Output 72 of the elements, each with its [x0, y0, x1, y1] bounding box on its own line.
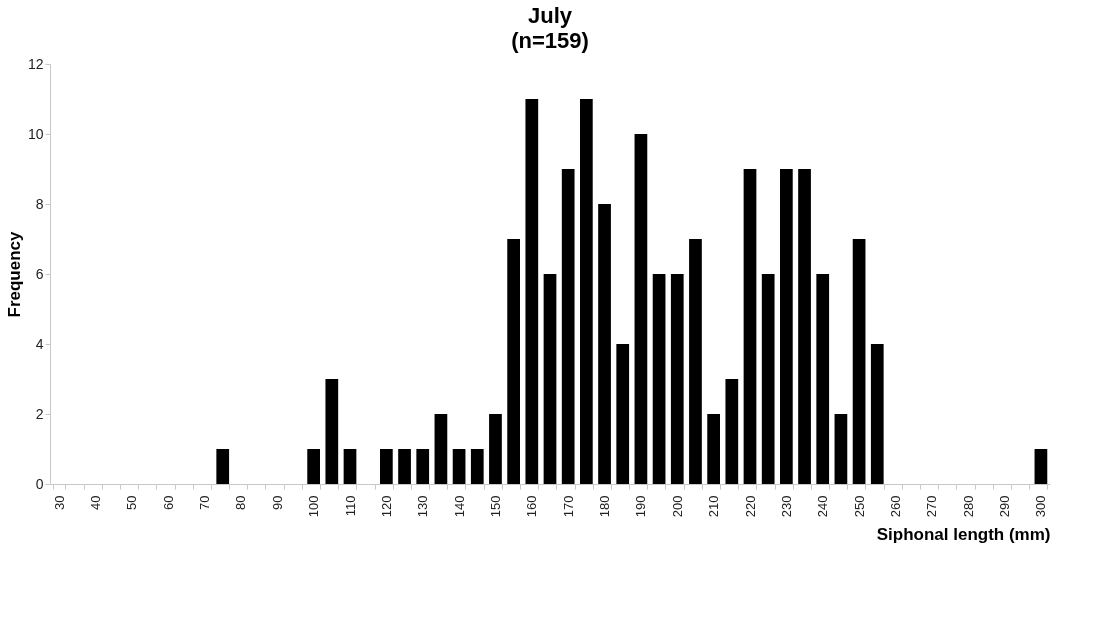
- chart-title: July: [527, 3, 573, 28]
- y-tick-label: 2: [35, 405, 44, 422]
- x-tick-label: 240: [815, 495, 831, 518]
- bar: [307, 449, 320, 484]
- x-tick-label: 250: [851, 495, 867, 518]
- bar: [816, 274, 830, 484]
- x-tick-label: 210: [706, 495, 722, 518]
- bar: [798, 169, 811, 484]
- x-tick-label: 300: [1033, 495, 1049, 518]
- y-tick-label: 6: [35, 265, 44, 282]
- bar: [470, 449, 484, 484]
- x-tick-label: 150: [487, 495, 503, 518]
- bar: [870, 344, 884, 484]
- bar: [670, 274, 684, 484]
- bar: [434, 414, 448, 484]
- x-tick-label: 110: [342, 495, 358, 517]
- x-tick-label: 60: [160, 495, 176, 510]
- y-axis-title: Frequency: [4, 230, 24, 318]
- bar: [489, 414, 502, 484]
- bar: [561, 169, 575, 484]
- bar: [525, 99, 539, 484]
- y-tick-label: 4: [35, 335, 44, 352]
- x-tick-label: 180: [597, 495, 613, 518]
- x-tick-label: 190: [633, 495, 649, 518]
- y-tick-label: 10: [27, 125, 44, 142]
- x-tick-label: 160: [524, 495, 540, 518]
- x-tick-label: 220: [742, 495, 758, 518]
- bar: [1034, 449, 1048, 484]
- x-axis-title: Siphonal length (mm): [876, 525, 1051, 545]
- x-tick-label: 120: [378, 495, 394, 518]
- x-tick-label: 260: [887, 495, 903, 518]
- bar: [834, 414, 848, 484]
- bar: [398, 449, 411, 484]
- x-tick-label: 30: [51, 495, 67, 510]
- y-tick-label: 8: [35, 195, 44, 212]
- x-tick-label: 90: [269, 495, 285, 510]
- y-tick-label: 0: [35, 475, 44, 492]
- x-tick-label: 130: [415, 495, 431, 518]
- x-tick-label: 70: [197, 495, 213, 510]
- x-tick-label: 270: [924, 495, 940, 518]
- x-tick-label: 50: [124, 495, 140, 510]
- bar: [543, 274, 557, 484]
- bar: [343, 449, 357, 484]
- bar: [580, 99, 593, 484]
- x-tick-label: 200: [669, 495, 685, 518]
- bar: [616, 344, 630, 484]
- x-tick-label: 80: [233, 495, 249, 510]
- x-tick-label: 290: [997, 495, 1013, 518]
- bar: [598, 204, 611, 484]
- bar: [852, 239, 866, 484]
- bar: [507, 239, 520, 484]
- chart-subtitle: (n=159): [511, 28, 589, 53]
- bar: [216, 449, 230, 484]
- bar: [743, 169, 757, 484]
- x-tick-label: 170: [560, 495, 576, 518]
- bar: [761, 274, 775, 484]
- bar: [634, 134, 648, 484]
- x-tick-label: 280: [960, 495, 976, 518]
- y-tick-label: 12: [27, 55, 44, 72]
- bar: [380, 449, 393, 484]
- x-tick-label: 140: [451, 495, 467, 518]
- bar: [725, 379, 739, 484]
- bar: [707, 414, 720, 484]
- bar: [689, 239, 702, 484]
- x-tick-label: 100: [306, 495, 322, 518]
- bar: [416, 449, 430, 484]
- bar: [652, 274, 666, 484]
- x-tick-label: 230: [778, 495, 794, 518]
- bar: [325, 379, 339, 484]
- x-tick-label: 40: [87, 495, 103, 510]
- bar: [780, 169, 793, 484]
- bar: [452, 449, 466, 484]
